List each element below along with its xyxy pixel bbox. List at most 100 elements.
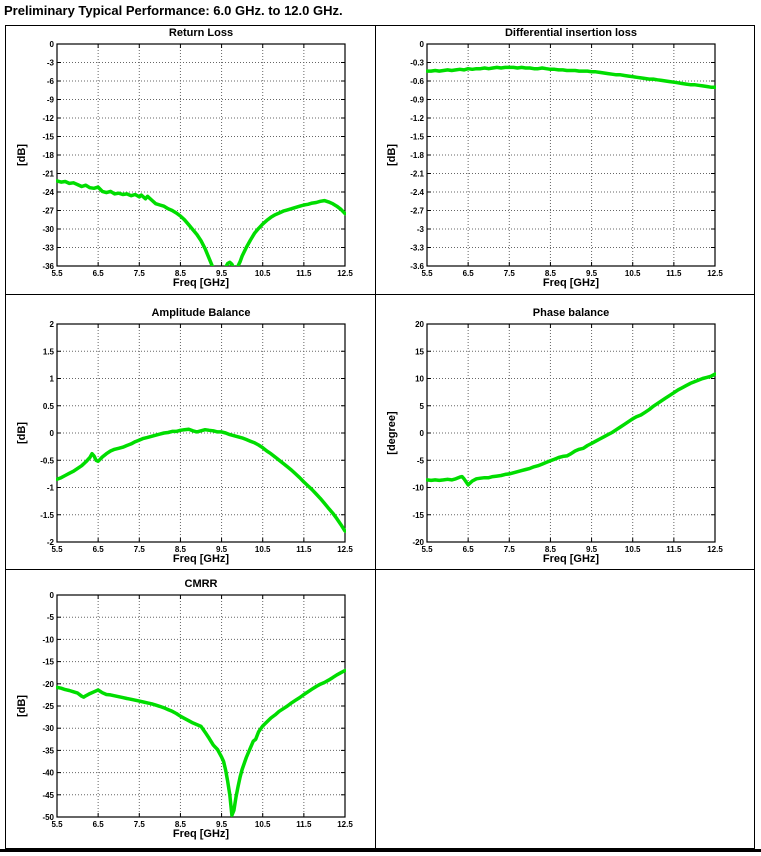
x-axis-label: Freq [GHz] [172,277,230,289]
y-tick-label: 0 [50,591,55,600]
y-tick-label: -1.5 [40,511,54,520]
x-tick-label: 10.5 [255,820,271,829]
y-tick-label: -15 [42,133,54,142]
x-tick-label: 7.5 [134,545,146,554]
y-tick-label: -30 [42,225,54,234]
y-tick-label: 2 [50,320,55,329]
y-tick-label: -21 [42,170,54,179]
cell-empty [375,569,755,849]
x-tick-label: 10.5 [255,269,271,278]
y-tick-label: -30 [42,724,54,733]
y-tick-label: -9 [47,96,55,105]
y-tick-label: 10 [415,375,424,384]
chart-return-loss: Return Loss [dB] 5.5 6.5 7.5 8.5 9.5 10.5 11.5… [6,26,375,294]
x-tick-label: 5.5 [421,545,433,554]
cell-differential-insertion-loss: Differential insertion loss [dB] 5.5 6.5 7… [375,25,755,295]
x-tick-label: 6.5 [93,820,105,829]
x-tick-label: 10.5 [625,269,641,278]
x-tick-label: 8.5 [175,820,187,829]
x-tick-label: 6.5 [463,269,475,278]
x-tick-label: 5.5 [51,820,63,829]
chart-phase-balance: Phase balance [degree] 5.5 6.5 7.5 8.5 9.5 10… [376,295,754,569]
x-tick-label: 5.5 [51,269,63,278]
chart-title: Amplitude Balance [151,307,251,319]
y-tick-label: -1.8 [410,151,424,160]
x-tick-label: 11.5 [296,269,312,278]
y-tick-label: -0.9 [410,96,424,105]
cell-phase-balance: Phase balance [degree] 5.5 6.5 7.5 8.5 9.5 10… [375,294,755,570]
y-tick-label: -33 [42,244,54,253]
y-tick-label: -2.1 [410,170,424,179]
y-tick-label: -20 [42,680,54,689]
y-tick-label: 20 [415,320,424,329]
chart-title: Return Loss [168,27,234,39]
y-tick-label: -27 [42,207,54,216]
chart-differential-insertion-loss: Differential insertion loss [dB] 5.5 6.5 7… [376,26,754,294]
chart-amplitude-balance: Amplitude Balance [dB] 5.5 6.5 7.5 8.5 9.5 10… [6,295,375,569]
x-tick-label: 7.5 [134,269,146,278]
page-title: Preliminary Typical Performance: 6.0 GHz… [4,3,343,18]
y-tick-label: -0.3 [410,59,424,68]
y-tick-label: -25 [42,702,54,711]
x-tick-label: 11.5 [666,269,682,278]
y-tick-label: -40 [42,769,54,778]
x-tick-label: 10.5 [625,545,641,554]
y-tick-label: -5 [47,613,55,622]
x-tick-label: 8.5 [175,545,187,554]
footer-rule [0,849,761,852]
x-tick-label: 5.5 [51,545,63,554]
y-tick-label: -1 [47,484,55,493]
chart-title: CMRR [184,578,218,590]
y-tick-label: 0 [50,40,55,49]
y-tick-label: 0.5 [43,402,55,411]
x-axis-label: Freq [GHz] [542,553,600,565]
x-tick-label: 5.5 [421,269,433,278]
y-tick-label: -2.4 [410,188,424,197]
plot-area: 5.5 6.5 7.5 8.5 9.5 10.5 11.5 12.5 20 15 10 5 0 -5 -10… [412,320,723,554]
y-tick-label: 15 [415,347,424,356]
cell-return-loss: Return Loss [dB] 5.5 6.5 7.5 8.5 9.5 10.5 11.5… [5,25,376,295]
x-tick-label: 6.5 [93,545,105,554]
y-tick-label: 1.5 [43,347,55,356]
y-tick-label: -1.5 [410,133,424,142]
x-tick-label: 10.5 [255,545,271,554]
x-tick-label: 11.5 [296,545,312,554]
charts-grid: Return Loss [dB] 5.5 6.5 7.5 8.5 9.5 10.5 11.5… [5,25,755,849]
x-tick-label: 7.5 [504,545,516,554]
x-axis-label: Freq [GHz] [172,828,230,840]
x-axis-label: Freq [GHz] [542,277,600,289]
x-tick-label: 12.5 [707,269,723,278]
data-curve [56,668,346,817]
x-tick-label: 9.5 [586,269,598,278]
y-tick-label: -5 [417,456,425,465]
x-axis-label: Freq [GHz] [172,553,230,565]
y-tick-label: -3 [417,225,425,234]
y-tick-label: 0 [420,40,425,49]
x-tick-label: 12.5 [707,545,723,554]
y-tick-label: -3 [47,59,55,68]
y-tick-label: -3.6 [410,262,424,271]
plot-area: 5.5 6.5 7.5 8.5 9.5 10.5 11.5 12.5 0 -5 -10 -15 -20 -… [42,591,353,829]
x-tick-label: 6.5 [93,269,105,278]
y-tick-label: 5 [420,402,425,411]
data-curve [426,372,716,487]
y-tick-label: -6 [47,77,55,86]
plot-area: 5.5 6.5 7.5 8.5 9.5 10.5 11.5 12.5 0 -3 -6 -9 -12 -15… [42,40,353,278]
y-tick-label: -10 [42,635,54,644]
y-tick-label: -10 [412,484,424,493]
y-tick-label: -50 [42,813,54,822]
chart-title: Phase balance [532,307,610,319]
x-tick-label: 7.5 [134,820,146,829]
cell-amplitude-balance: Amplitude Balance [dB] 5.5 6.5 7.5 8.5 9.5 10… [5,294,376,570]
data-curve [56,179,346,266]
plot-area: 5.5 6.5 7.5 8.5 9.5 10.5 11.5 12.5 0 -0.3 -0.6 -0.9… [410,40,723,278]
cell-cmrr: CMRR [dB] 5.5 6.5 7.5 8.5 9.5 10.5 11.5 12.5 0 -5… [5,569,376,849]
y-tick-label: -3.3 [410,244,424,253]
y-tick-label: -0.6 [410,77,424,86]
y-tick-label: -15 [42,658,54,667]
y-tick-label: -24 [42,188,54,197]
x-tick-label: 11.5 [666,545,682,554]
chart-cmrr: CMRR [dB] 5.5 6.5 7.5 8.5 9.5 10.5 11.5 12.5 0 -5… [6,570,375,848]
x-tick-label: 11.5 [296,820,312,829]
x-tick-label: 9.5 [216,820,228,829]
